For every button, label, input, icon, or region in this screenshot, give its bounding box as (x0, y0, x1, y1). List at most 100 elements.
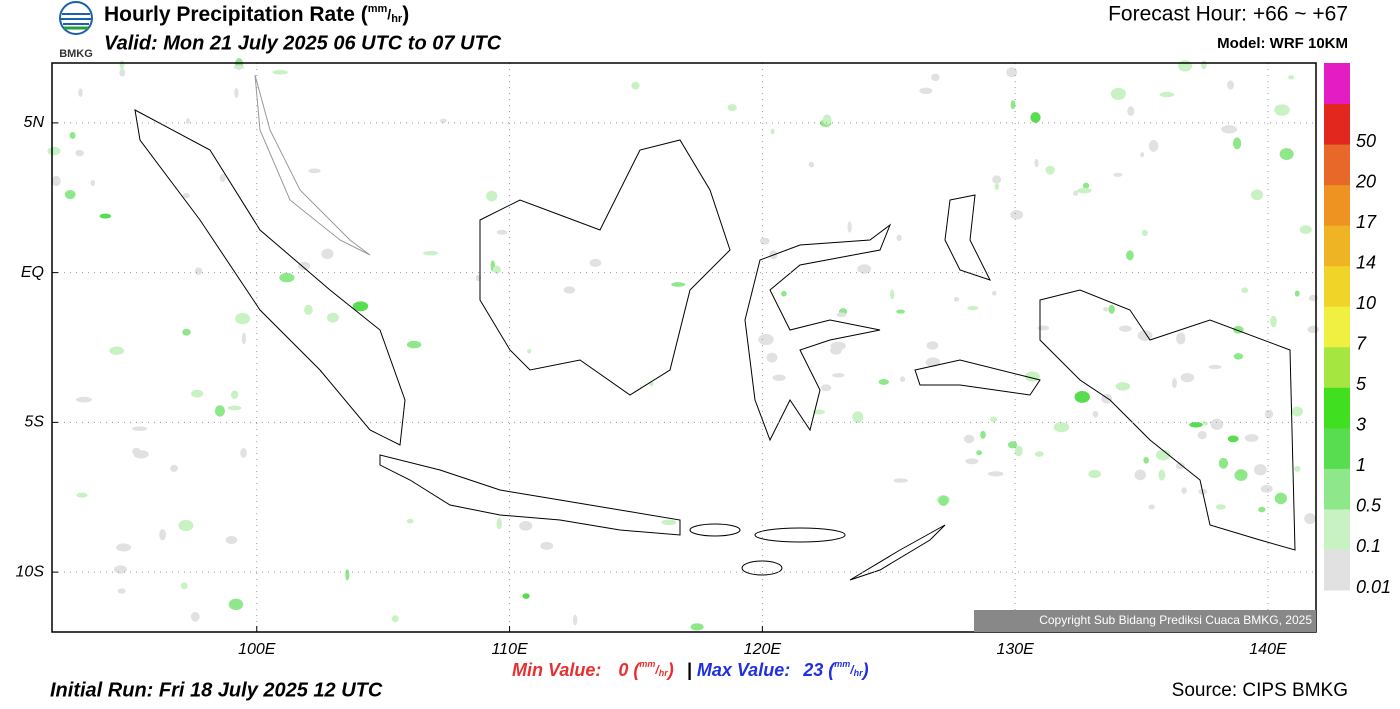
precip-cell (1250, 189, 1264, 201)
precip-cell (90, 179, 96, 187)
precip-cell (987, 471, 1004, 477)
precip-cell (1201, 60, 1207, 70)
precip-cell (980, 430, 986, 439)
precip-cell (1134, 469, 1147, 481)
precip-cell (496, 229, 508, 235)
precip-cell (900, 376, 906, 383)
precip-cell (219, 173, 226, 182)
precip-cell (1181, 487, 1187, 494)
precip-cell (1288, 75, 1295, 80)
colorbar-label: 3 (1356, 415, 1366, 435)
precip-cell (1241, 287, 1249, 293)
precip-cell (1274, 492, 1287, 505)
precip-cell (235, 312, 251, 325)
colorbar-segment (1324, 427, 1350, 469)
colorbar-segment (1324, 103, 1350, 145)
precip-cell (847, 221, 852, 233)
precip-cell (1014, 445, 1023, 457)
precip-cell (770, 128, 775, 135)
precip-cell (1045, 165, 1055, 175)
precip-cell (492, 265, 502, 274)
precip-cell (233, 65, 245, 70)
precip-cell (1141, 229, 1148, 237)
precip-cell (1088, 469, 1102, 479)
precip-cell (836, 312, 847, 318)
precip-cell (1034, 451, 1044, 457)
precip-cell (994, 183, 1000, 190)
precip-cell (1103, 306, 1109, 312)
halmahera (944, 194, 991, 281)
title: Hourly Precipitation Rate (mm/hr) (104, 3, 409, 26)
precip-cell (852, 411, 864, 423)
precip-cell (878, 378, 890, 385)
precip-cell (1227, 435, 1239, 443)
precip-cell (938, 495, 949, 506)
precip-cell (194, 267, 203, 275)
precip-cell (64, 189, 76, 200)
precip-cell (496, 517, 502, 530)
precip-cell (119, 60, 125, 70)
precip-cell (159, 529, 166, 541)
precip-cell (671, 282, 686, 287)
precip-cell (822, 114, 832, 125)
precip-cell (182, 192, 190, 199)
precip-cell (352, 301, 369, 312)
precip-cell (1180, 372, 1195, 383)
precip-cell (75, 396, 92, 403)
colorbar: 0.01 0.1 0.5 1 3 5 7 10 14 17 20 50 (1324, 63, 1391, 597)
precip-cell (185, 118, 190, 124)
precip-cell (1218, 457, 1229, 469)
colorbar-segment (1324, 468, 1350, 510)
precip-cell (690, 623, 704, 631)
precip-cell (926, 341, 939, 350)
precip-cell (76, 492, 88, 498)
precip-cell (240, 447, 247, 458)
precip-cell (1274, 104, 1290, 116)
precip-cell (391, 615, 399, 623)
precip-cell (1216, 504, 1226, 510)
precip-cell (423, 251, 439, 256)
precip-cell (1007, 441, 1018, 449)
precip-cell (812, 409, 825, 415)
precip-cell (109, 346, 125, 356)
precip-cell (170, 464, 179, 472)
precip-cell (992, 175, 1002, 184)
precip-cell (830, 346, 842, 355)
precip-cell (563, 286, 576, 294)
precip-cell (1171, 377, 1177, 389)
precip-cell (661, 519, 677, 526)
precip-cell (976, 450, 983, 456)
precip-cell (1010, 100, 1016, 110)
colorbar-segment (1324, 306, 1350, 348)
precip-cell (1176, 332, 1186, 345)
map-frame (51, 62, 1317, 633)
borneo (479, 139, 731, 396)
forecast-hour: Forecast Hour: +66 ~ +67 (1108, 3, 1348, 26)
precip-cell (51, 175, 61, 187)
min-max: Min Value: 0 (mm/hr) | Max Value: 23 (mm… (512, 659, 869, 679)
precip-cell (1279, 148, 1294, 161)
precip-cell (540, 541, 554, 550)
colorbar-segment (1324, 346, 1350, 388)
precip-cell (857, 264, 872, 274)
precip-cell (990, 416, 998, 423)
land (134, 74, 1296, 581)
precip-cell (772, 374, 786, 381)
precip-cell (99, 213, 112, 219)
copyright-box (974, 610, 1316, 632)
precip-cell (117, 588, 126, 594)
y-tick-label: EQ (21, 264, 44, 281)
y-tick-label: 5S (24, 414, 44, 431)
precip-cell (345, 569, 350, 581)
precip-cell (180, 582, 188, 590)
precip-cell (1053, 422, 1070, 433)
precip-cell (1140, 152, 1145, 158)
precip-cell (925, 357, 941, 368)
colorbar-label: 0.1 (1356, 536, 1381, 556)
precip-cell (527, 349, 532, 354)
precip-cell (1158, 469, 1166, 481)
precip-cell (1092, 410, 1099, 418)
colorbar-label: 50 (1356, 131, 1376, 151)
